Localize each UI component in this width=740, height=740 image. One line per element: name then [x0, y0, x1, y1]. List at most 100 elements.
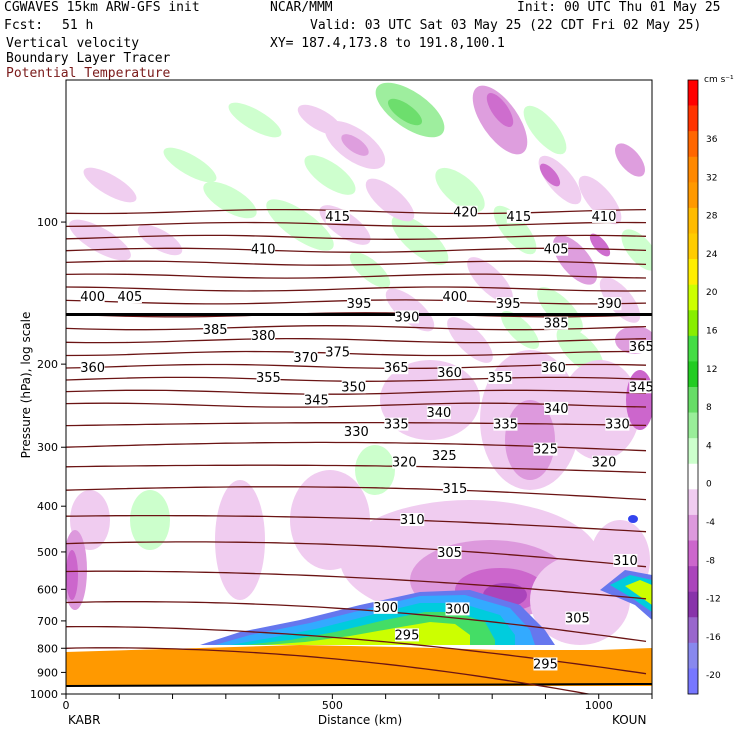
isentrope-label: 325 — [432, 449, 457, 464]
isentrope-label: 390 — [597, 297, 622, 312]
endpoint-right-label: KOUN — [612, 713, 646, 727]
isentrope-line — [66, 486, 647, 501]
colorbar-label: 0 — [706, 480, 712, 490]
isentrope-label: 300 — [373, 601, 398, 616]
isentrope-line — [66, 350, 647, 357]
isentrope-line — [66, 234, 647, 240]
isentrope-label: 335 — [384, 418, 409, 433]
colorbar-swatch — [688, 207, 698, 234]
colorbar-swatch — [688, 284, 698, 311]
isentrope-label: 360 — [437, 366, 462, 381]
colorbar-label: -12 — [706, 595, 721, 605]
colorbar-frame — [687, 79, 699, 695]
isentrope-label: 320 — [392, 456, 417, 471]
isentrope-label-bg — [341, 380, 366, 394]
isentrope-label-bg — [293, 350, 318, 364]
isentrope-line — [66, 541, 647, 568]
colorbar-label: -16 — [706, 633, 721, 643]
isentrope-label: 415 — [506, 210, 531, 225]
y-axis-label: Pressure (hPa), log scale — [19, 312, 33, 459]
cross-section-endpoints: XY= 187.4,173.8 to 191.8,100.1 — [270, 36, 505, 51]
isentrope-label: 340 — [544, 402, 569, 417]
isentrope-label-bg — [541, 361, 566, 375]
isentrope-label-bg — [80, 361, 105, 375]
isentrope-label-bg — [565, 611, 590, 625]
colorbar-swatch — [688, 540, 698, 567]
isentrope-label: 330 — [605, 418, 630, 433]
colorbar-swatch — [688, 591, 698, 618]
isentrope-label-bg — [496, 297, 521, 311]
isentrope-label: 310 — [400, 513, 425, 528]
isentrope-label: 360 — [80, 361, 105, 376]
isentrope-label-bg — [488, 370, 513, 384]
isentrope-label-bg — [117, 290, 142, 304]
isentrope-label-bg — [506, 209, 531, 223]
valid-time: Valid: 03 UTC Sat 03 May 25 (22 CDT Fri … — [310, 18, 702, 33]
isentrope-label-bg — [394, 628, 419, 642]
isentrope-line — [66, 421, 647, 427]
isentrope-label-bg — [445, 602, 470, 616]
x-axis-label: Distance (km) — [318, 713, 402, 727]
isentrope-label-bg — [325, 209, 350, 223]
isentrope-label: 415 — [325, 210, 350, 225]
isentrope-label: 305 — [565, 611, 590, 626]
isentrope-label: 385 — [544, 317, 569, 332]
isentrope-label: 400 — [80, 290, 105, 305]
isentrope-label-bg — [400, 513, 425, 527]
colorbar-swatch — [688, 310, 698, 337]
isentrope-label-bg — [304, 393, 329, 407]
isentrope-label: 420 — [453, 206, 478, 221]
colorbar-label: -8 — [706, 556, 715, 566]
isentrope-line — [66, 337, 647, 344]
isentrope-line — [66, 221, 647, 228]
x-tick-label: 0 — [63, 699, 70, 712]
isentrope-label: 295 — [533, 657, 558, 672]
y-tick-label: 200 — [37, 358, 58, 371]
colorbar-label: 28 — [706, 212, 718, 222]
model-title: CGWAVES 15km ARW-GFS init — [4, 0, 200, 15]
isentrope-label: 360 — [541, 361, 566, 376]
y-tick-label: 1000 — [30, 688, 58, 701]
isentrope-label-bg — [629, 340, 652, 354]
colorbar-label: 12 — [706, 365, 717, 375]
y-tick-label: 700 — [37, 615, 58, 628]
isentrope-label: 390 — [395, 310, 420, 325]
isentrope-label: 355 — [256, 371, 281, 386]
isentrope-label: 320 — [592, 456, 617, 471]
isentrope-label: 350 — [341, 380, 366, 395]
colorbar-swatch — [688, 387, 698, 413]
isentrope-label-bg — [544, 401, 569, 415]
colorbar-swatch — [688, 438, 698, 465]
colorbar-swatch — [688, 131, 698, 158]
colorbar-label: 24 — [706, 250, 718, 260]
colorbar-swatch — [688, 361, 698, 388]
isentrope-labels: 400 405 410 415 420 415 405 410 385 380 395 390 400 3… — [80, 205, 652, 672]
isentrope-label: 410 — [251, 243, 276, 258]
center-label: NCAR/MMM — [270, 0, 333, 15]
field-label-potential-temperature: Potential Temperature — [6, 66, 171, 81]
isentrope-label: 385 — [203, 323, 228, 338]
colorbar-label: -20 — [706, 671, 721, 681]
isentrope-label: 330 — [344, 425, 369, 440]
isentrope-line — [66, 514, 647, 533]
isentrope-label-bg — [592, 455, 617, 469]
isentrope-label-bg — [394, 310, 419, 324]
colorbar-swatch — [688, 412, 698, 439]
isentrope-label-bg — [437, 366, 462, 380]
isentrope-line — [66, 601, 647, 643]
isentrope-line — [66, 286, 647, 292]
isentrope-label-bg — [533, 442, 558, 456]
isentrope-label-bg — [493, 417, 518, 431]
isentrope-label: 335 — [493, 418, 518, 433]
isentrope-label-bg — [613, 553, 638, 567]
isentrope-label-bg — [203, 322, 228, 336]
isentrope-label: 305 — [437, 546, 462, 561]
y-tick-label: 100 — [37, 216, 58, 229]
x-tick-label: 500 — [322, 699, 343, 712]
colorbar-label: 16 — [706, 327, 718, 337]
isentrope-label-bg — [605, 417, 630, 431]
y-tick-label: 900 — [37, 666, 58, 679]
isentrope-line — [66, 647, 593, 694]
isentrope-label-bg — [426, 405, 451, 419]
isentrope-label: 310 — [613, 554, 638, 569]
